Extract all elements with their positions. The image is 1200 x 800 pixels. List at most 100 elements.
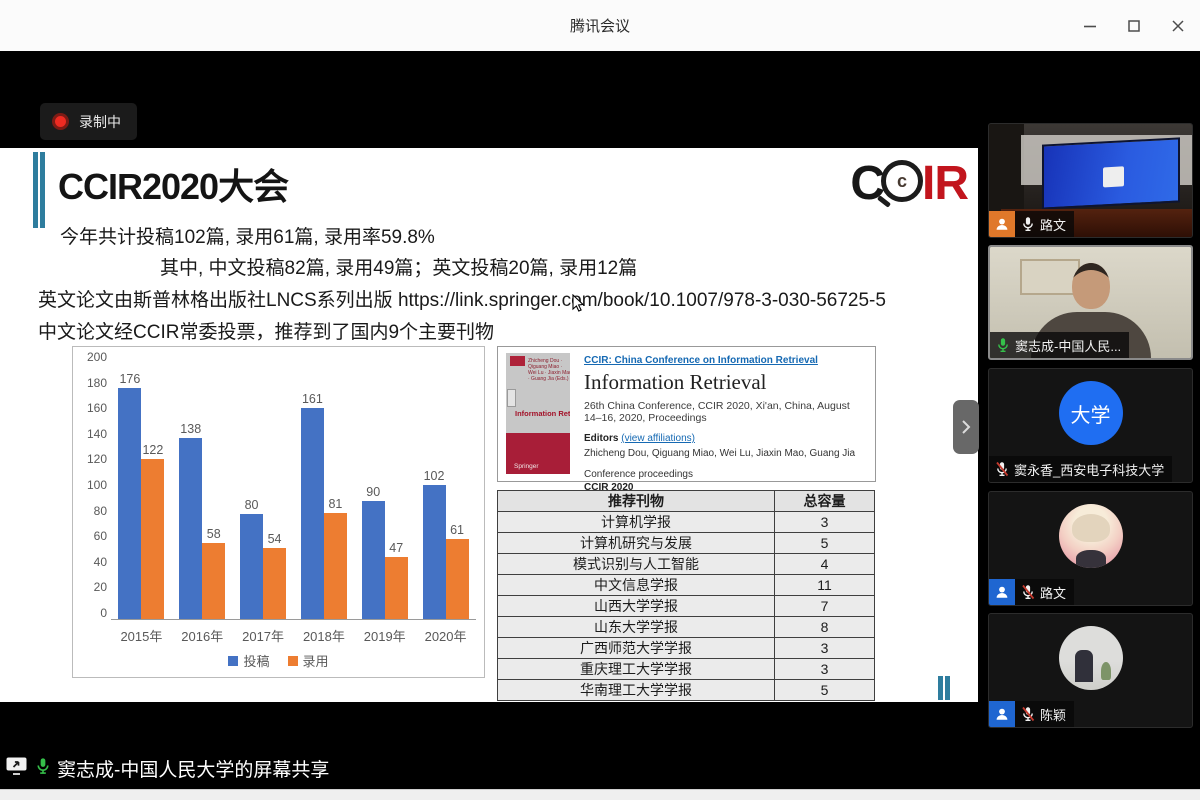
mic-muted-icon bbox=[1020, 706, 1036, 722]
book-panel: Zhicheng Dou · Qiguang Miao · Wei Lu · J… bbox=[497, 346, 876, 493]
y-tick-label: 100 bbox=[86, 477, 107, 492]
bar-投稿 bbox=[361, 501, 385, 619]
table-row: 中文信息学报 11 bbox=[497, 574, 875, 596]
maximize-button[interactable] bbox=[1124, 16, 1144, 36]
ccir-logo: C c IR bbox=[850, 156, 969, 212]
legend-swatch bbox=[228, 655, 239, 666]
participant-tile[interactable]: 大学 窦永香_西安电子科技大学 bbox=[988, 368, 1193, 483]
y-tick-label: 80 bbox=[93, 503, 107, 518]
bar-value-label: 122 bbox=[142, 443, 164, 458]
bar-group: 161 81 bbox=[300, 392, 347, 619]
table-cell: 7 bbox=[774, 595, 875, 617]
recording-label: 录制中 bbox=[79, 113, 121, 130]
publisher-label: Springer bbox=[514, 463, 539, 470]
avatar bbox=[1058, 626, 1123, 690]
close-button[interactable] bbox=[1168, 16, 1188, 36]
bar-录用 bbox=[202, 543, 226, 619]
mic-icon bbox=[34, 757, 52, 780]
chart-legend: 投稿 录用 bbox=[73, 651, 484, 670]
table-cell: 计算机学报 bbox=[497, 511, 775, 533]
table-cell: 5 bbox=[774, 679, 875, 701]
conference-series-link: CCIR: China Conference on Information Re… bbox=[584, 355, 818, 366]
avatar: 大学 bbox=[1058, 381, 1123, 445]
bar-投稿 bbox=[300, 408, 324, 619]
cover-series-strip bbox=[507, 389, 516, 407]
journal-table: 推荐刊物 总容量 计算机学报 3 计算机研究与发展 5 模式识别与人工智能 4 中文信息学报 11… bbox=[497, 490, 875, 701]
title-bar: 腾讯会议 bbox=[0, 0, 1200, 51]
chart-y-axis: 200 180 160 140 120 100 80 60 40 20 0 bbox=[73, 351, 107, 619]
slide-text-line: 其中, 中文投稿82篇, 录用49篇；英文投稿20篇, 录用12篇 bbox=[160, 258, 638, 279]
table-cell: 计算机研究与发展 bbox=[497, 532, 775, 554]
participant-name-bar: 窦永香_西安电子科技大学 bbox=[989, 456, 1173, 482]
avatar bbox=[1058, 504, 1123, 568]
mic-icon bbox=[1020, 216, 1036, 232]
view-affiliations-link: (view affiliations) bbox=[621, 433, 695, 444]
y-tick-label: 200 bbox=[86, 350, 107, 364]
window-title: 腾讯会议 bbox=[569, 18, 630, 35]
participant-name: 窦永香_西安电子科技大学 bbox=[1014, 462, 1165, 478]
table-row: 重庆理工大学学报 3 bbox=[497, 658, 875, 680]
table-row: 山东大学学报 8 bbox=[497, 616, 875, 638]
table-cell: 中文信息学报 bbox=[497, 574, 775, 596]
participant-name-bar: 陈颖 bbox=[989, 701, 1075, 727]
bar-value-label: 80 bbox=[244, 498, 259, 513]
participant-name: 路文 bbox=[1040, 217, 1067, 233]
y-tick-label: 60 bbox=[93, 529, 107, 544]
cover-corner-mark bbox=[510, 356, 525, 366]
cover-title: Information Retrieval bbox=[515, 409, 570, 418]
slide-decoration-bar bbox=[33, 152, 38, 228]
participant-name-bar: 窦志成-中国人民... bbox=[990, 332, 1130, 358]
table-cell: 山东大学学报 bbox=[497, 616, 775, 638]
participant-name-bar: 路文 bbox=[989, 211, 1075, 237]
y-tick-label: 180 bbox=[86, 375, 107, 390]
table-cell: 11 bbox=[774, 574, 875, 596]
profile-badge-icon bbox=[989, 579, 1015, 605]
table-cell: 3 bbox=[774, 658, 875, 680]
y-tick-label: 160 bbox=[86, 401, 107, 416]
table-header: 推荐刊物 bbox=[497, 490, 775, 512]
bar-投稿 bbox=[179, 438, 203, 619]
bar-group: 102 61 bbox=[422, 469, 469, 619]
profile-badge-icon bbox=[989, 701, 1015, 727]
proceedings-label: Conference proceedings bbox=[584, 469, 693, 480]
book-details: CCIR: China Conference on Information Re… bbox=[584, 355, 867, 493]
y-tick-label: 40 bbox=[93, 554, 107, 569]
submissions-chart: 200 180 160 140 120 100 80 60 40 20 0 176 122 138 58 8… bbox=[72, 346, 485, 678]
table-cell: 重庆理工大学学报 bbox=[497, 658, 775, 680]
window-bottom-border bbox=[0, 789, 1200, 800]
mouse-cursor bbox=[572, 293, 585, 317]
table-cell: 4 bbox=[774, 553, 875, 575]
bar-录用 bbox=[323, 512, 347, 619]
slide-title: CCIR2020大会 bbox=[58, 166, 289, 207]
book-title: Information Retrieval bbox=[584, 370, 767, 394]
book-cover: Zhicheng Dou · Qiguang Miao · Wei Lu · J… bbox=[506, 353, 570, 474]
legend-label: 投稿 bbox=[243, 654, 270, 669]
cover-red-block bbox=[506, 433, 570, 474]
minimize-button[interactable] bbox=[1080, 16, 1100, 36]
y-tick-label: 20 bbox=[93, 580, 107, 595]
participant-tile[interactable]: 窦志成-中国人民... bbox=[988, 245, 1193, 360]
participant-tile[interactable]: 陈颖 bbox=[988, 613, 1193, 728]
book-editor-names: Zhicheng Dou, Qiguang Miao, Wei Lu, Jiax… bbox=[584, 448, 856, 459]
y-tick-label: 120 bbox=[86, 452, 107, 467]
book-subtitle: 26th China Conference, CCIR 2020, Xi'an,… bbox=[584, 400, 850, 424]
participant-tile[interactable]: 路文 bbox=[988, 491, 1193, 606]
bar-录用 bbox=[384, 557, 408, 619]
bar-value-label: 81 bbox=[328, 496, 343, 511]
bar-投稿 bbox=[118, 388, 142, 619]
participant-tile[interactable]: 路文 bbox=[988, 123, 1193, 238]
table-cell: 3 bbox=[774, 637, 875, 659]
bar-value-label: 138 bbox=[180, 422, 202, 437]
slide-text-line: 英文论文由斯普林格出版社LNCS系列出版 https://link.spring… bbox=[38, 290, 886, 311]
table-cell: 华南理工大学学报 bbox=[497, 679, 775, 701]
bar-group: 80 54 bbox=[240, 498, 287, 619]
bar-投稿 bbox=[240, 514, 264, 619]
y-tick-label: 0 bbox=[100, 605, 107, 620]
table-cell: 山西大学学报 bbox=[497, 595, 775, 617]
recording-indicator[interactable]: 录制中 bbox=[40, 103, 137, 140]
bar-value-label: 61 bbox=[450, 523, 464, 538]
collapse-sidebar-button[interactable] bbox=[953, 400, 979, 454]
chart-x-labels: 2015年 2016年 2017年 2018年 2019年 2020年 bbox=[111, 626, 476, 645]
x-tick-label: 2019年 bbox=[363, 629, 406, 644]
x-tick-label: 2015年 bbox=[120, 629, 163, 644]
